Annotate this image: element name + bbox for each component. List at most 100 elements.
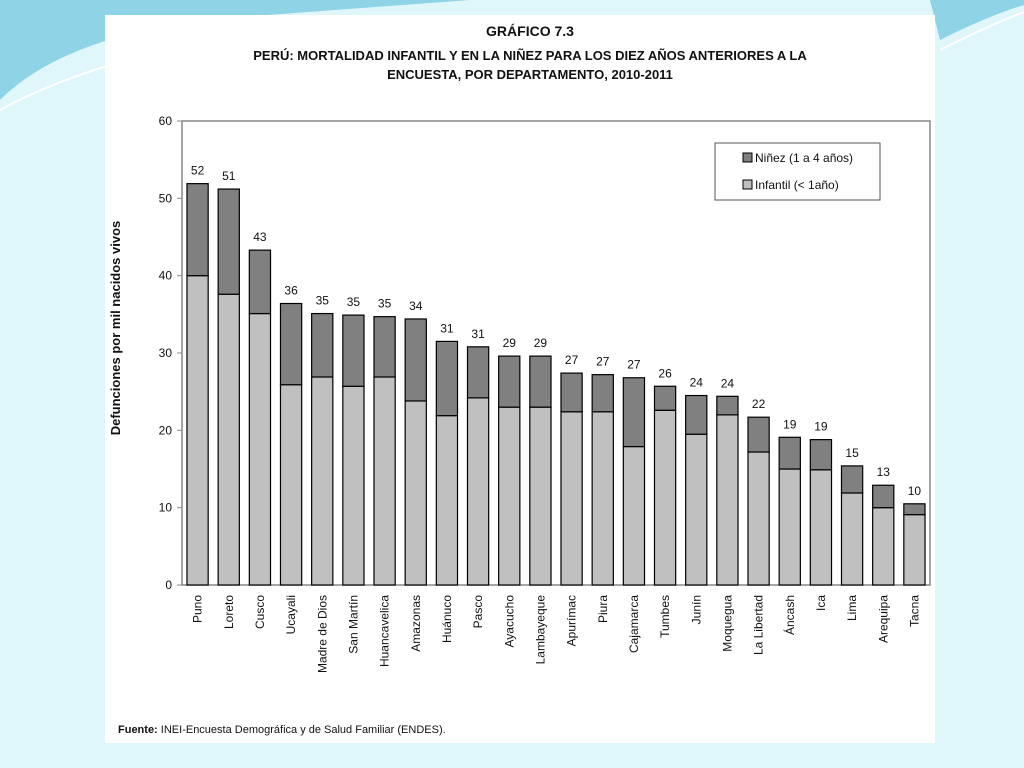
bar-segment bbox=[248, 312, 272, 586]
bar-segment bbox=[840, 465, 864, 494]
total-label: 27 bbox=[627, 358, 641, 372]
bar-segment bbox=[373, 376, 396, 586]
x-tick-label: Tumbes bbox=[658, 595, 672, 638]
bar-segment bbox=[809, 439, 833, 471]
y-tick-label: 20 bbox=[159, 423, 173, 437]
total-label: 43 bbox=[253, 230, 267, 244]
total-label: 19 bbox=[783, 417, 797, 431]
bar-segment bbox=[311, 376, 334, 586]
legend-label: Infantil (< 1año) bbox=[755, 178, 839, 192]
x-tick-label: Ucayali bbox=[284, 595, 298, 634]
y-tick-label: 50 bbox=[159, 191, 173, 205]
bar-segment bbox=[622, 377, 646, 448]
bar-segment bbox=[840, 492, 864, 586]
x-tick-label: Amazonas bbox=[409, 595, 423, 652]
bar-segment bbox=[217, 188, 240, 295]
bar-segment bbox=[435, 415, 459, 586]
bar-segment bbox=[747, 451, 770, 586]
x-tick-label: Ica bbox=[814, 595, 828, 611]
x-tick-label: Huánuco bbox=[440, 595, 454, 643]
chart-subtitle: ENCUESTA, POR DEPARTAMENTO, 2010-2011 bbox=[387, 67, 673, 82]
source-text: INEI-Encuesta Demográfica y de Salud Fam… bbox=[161, 724, 446, 736]
y-tick-label: 0 bbox=[165, 578, 172, 592]
x-tick-label: Junín bbox=[689, 595, 703, 624]
bar-segment bbox=[342, 314, 365, 387]
y-tick-label: 60 bbox=[159, 114, 173, 128]
bar-segment bbox=[716, 414, 739, 586]
source: Fuente: INEI-Encuesta Demográfica y de S… bbox=[118, 724, 446, 736]
total-label: 27 bbox=[565, 353, 579, 367]
bar-segment bbox=[404, 400, 427, 586]
bar-segment bbox=[716, 395, 739, 416]
bar-segment bbox=[778, 468, 801, 586]
bar-segment bbox=[591, 374, 614, 413]
x-tick-label: Puno bbox=[191, 595, 205, 623]
legend-swatch bbox=[742, 179, 753, 190]
legend-label: Niñez (1 a 4 años) bbox=[755, 151, 853, 165]
bar-segment bbox=[342, 385, 365, 586]
total-label: 27 bbox=[596, 355, 610, 369]
x-tick-label: Arequipa bbox=[876, 595, 890, 643]
bar-segment bbox=[560, 372, 583, 413]
bar-segment bbox=[186, 275, 209, 586]
x-tick-label: Madre de Dios bbox=[315, 595, 329, 673]
bar-segment bbox=[903, 503, 926, 516]
decoration bbox=[930, 0, 1024, 40]
y-tick-label: 40 bbox=[159, 269, 173, 283]
total-label: 51 bbox=[222, 169, 236, 183]
bar-segment bbox=[404, 318, 427, 402]
total-label: 36 bbox=[284, 284, 298, 298]
x-tick-label: Huancavelica bbox=[378, 595, 392, 667]
bar-segment bbox=[872, 507, 895, 586]
x-tick-label: Apurímac bbox=[565, 595, 579, 646]
total-label: 52 bbox=[191, 164, 205, 178]
x-tick-label: Moquegua bbox=[720, 595, 734, 652]
total-label: 29 bbox=[534, 336, 548, 350]
total-label: 22 bbox=[752, 397, 766, 411]
total-label: 29 bbox=[503, 336, 517, 350]
bar-segment bbox=[279, 302, 303, 386]
bar-segment bbox=[248, 249, 272, 315]
total-label: 26 bbox=[658, 366, 672, 380]
total-label: 10 bbox=[908, 484, 922, 498]
x-tick-label: Piura bbox=[596, 595, 610, 623]
x-tick-label: Cusco bbox=[253, 595, 267, 629]
bar-segment bbox=[279, 384, 303, 586]
bar-segment bbox=[653, 385, 677, 411]
bar-segment bbox=[498, 406, 521, 586]
bar-segment bbox=[591, 411, 614, 586]
total-label: 34 bbox=[409, 299, 423, 313]
total-label: 24 bbox=[721, 376, 735, 390]
bar-segment bbox=[747, 416, 770, 453]
x-tick-label: San Martín bbox=[346, 595, 360, 654]
total-label: 13 bbox=[877, 465, 891, 479]
total-label: 35 bbox=[378, 297, 392, 311]
y-tick-label: 30 bbox=[159, 346, 173, 360]
total-label: 35 bbox=[316, 294, 330, 308]
y-axis-title: Defunciones por mil nacidos vivos bbox=[108, 221, 123, 436]
x-tick-label: Tacna bbox=[907, 595, 921, 627]
bar-segment bbox=[186, 183, 209, 277]
bar-segment bbox=[373, 316, 396, 378]
bar-segment bbox=[622, 445, 646, 586]
legend-swatch bbox=[742, 152, 753, 163]
decoration bbox=[939, 11, 1024, 51]
bar-segment bbox=[529, 406, 552, 586]
bar-segment bbox=[685, 433, 708, 586]
bar-segment bbox=[529, 355, 552, 408]
bar-segment bbox=[903, 514, 926, 586]
total-label: 35 bbox=[347, 295, 361, 309]
bar-segment bbox=[778, 436, 801, 470]
chart-title: GRÁFICO 7.3 bbox=[486, 23, 574, 39]
x-tick-label: Cajamarca bbox=[627, 595, 641, 653]
total-label: 19 bbox=[814, 420, 828, 434]
x-tick-label: Lambayeque bbox=[533, 595, 547, 665]
bar-segment bbox=[685, 394, 708, 435]
bar-segment bbox=[498, 355, 521, 408]
total-label: 31 bbox=[440, 321, 454, 335]
bar-segment bbox=[311, 312, 334, 378]
x-tick-label: Ayacucho bbox=[502, 595, 516, 648]
x-tick-label: Áncash bbox=[782, 595, 797, 635]
